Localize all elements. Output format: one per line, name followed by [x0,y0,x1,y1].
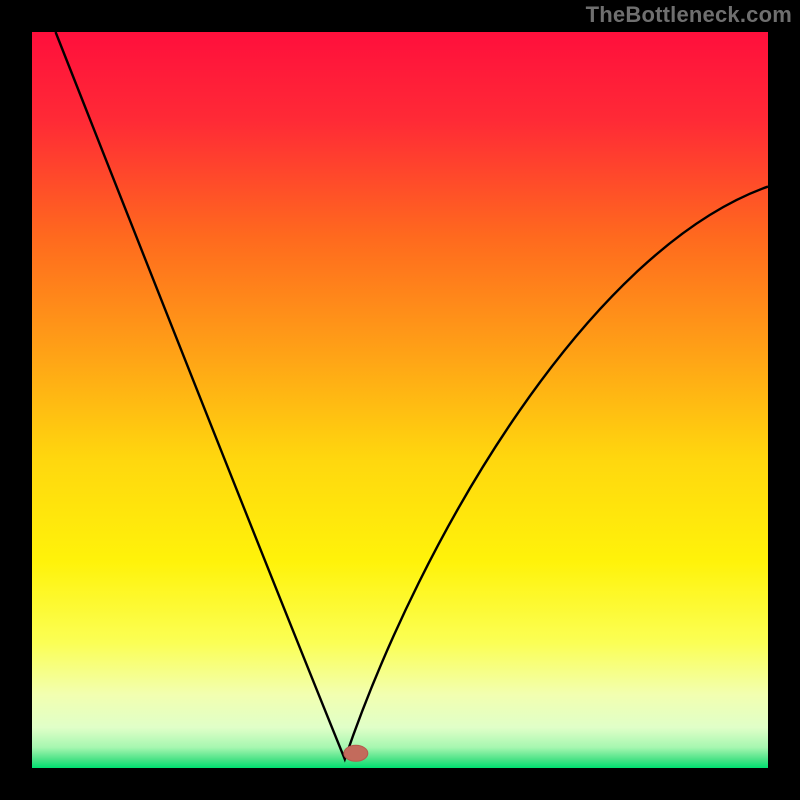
chart-canvas: TheBottleneck.com [0,0,800,800]
watermark-label: TheBottleneck.com [586,2,792,28]
plot-area [32,32,768,768]
optimal-point-marker [344,745,368,761]
bottleneck-chart [0,0,800,800]
